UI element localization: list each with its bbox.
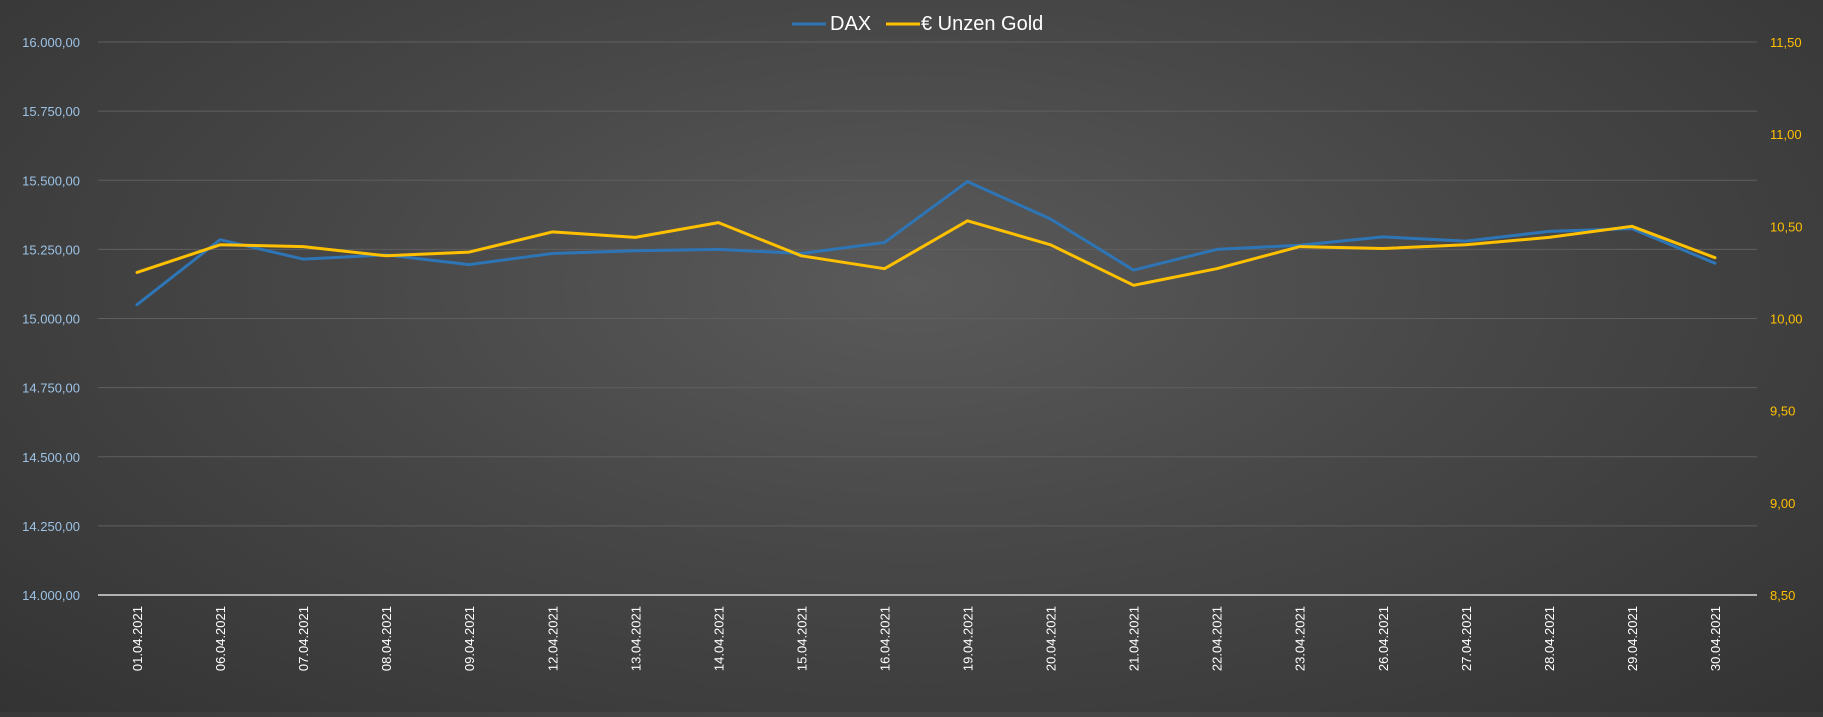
left-axis-tick-label: 14.000,00 bbox=[22, 588, 80, 603]
right-axis-tick-label: 9,00 bbox=[1770, 496, 1795, 511]
left-axis-tick-label: 15.000,00 bbox=[22, 312, 80, 327]
legend-label: DAX bbox=[830, 13, 871, 35]
left-axis-tick-label: 15.500,00 bbox=[22, 173, 80, 188]
legend-label: € Unzen Gold bbox=[921, 13, 1043, 35]
x-axis-category-label: 01.04.2021 bbox=[130, 606, 145, 671]
x-axis-category-label: 26.04.2021 bbox=[1376, 606, 1391, 671]
x-axis: 01.04.2021 06.04.2021 07.04.2021 08.04.2021… bbox=[130, 606, 1723, 671]
left-axis-tick-label: 15.750,00 bbox=[22, 104, 80, 119]
left-axis-tick-label: 15.250,00 bbox=[22, 242, 80, 257]
left-axis-tick-label: 14.500,00 bbox=[22, 450, 80, 465]
x-axis-category-label: 07.04.2021 bbox=[296, 606, 311, 671]
right-axis-tick-label: 10,00 bbox=[1770, 312, 1803, 327]
x-axis-category-label: 13.04.2021 bbox=[628, 606, 643, 671]
right-axis-tick-label: 11,00 bbox=[1770, 127, 1802, 142]
x-axis-category-label: 19.04.2021 bbox=[961, 606, 976, 671]
x-axis-category-label: 30.04.2021 bbox=[1708, 606, 1723, 671]
x-axis-category-label: 22.04.2021 bbox=[1210, 606, 1225, 671]
x-axis-category-label: 08.04.2021 bbox=[379, 606, 394, 671]
left-y-axis: 14.000,00 14.250,00 14.500,00 14.750,00 15.0… bbox=[22, 35, 80, 603]
right-axis-tick-label: 9,50 bbox=[1770, 404, 1795, 419]
series-lines bbox=[135, 180, 1717, 307]
x-axis-category-label: 20.04.2021 bbox=[1044, 606, 1059, 671]
left-axis-tick-label: 16.000,00 bbox=[22, 35, 80, 50]
x-axis-category-label: 21.04.2021 bbox=[1127, 606, 1142, 671]
series-line-gold bbox=[135, 219, 1717, 287]
left-axis-tick-label: 14.750,00 bbox=[22, 381, 80, 396]
x-axis-category-label: 06.04.2021 bbox=[213, 606, 228, 671]
right-axis-tick-label: 10,50 bbox=[1770, 219, 1803, 234]
x-axis-category-label: 23.04.2021 bbox=[1293, 606, 1308, 671]
right-axis-tick-label: 11,50 bbox=[1770, 35, 1802, 50]
right-y-axis: 8,50 9,00 9,50 10,00 10,50 11,00 11,50 bbox=[1770, 35, 1803, 603]
legend: DAX € Unzen Gold bbox=[792, 13, 1043, 35]
x-axis-category-label: 09.04.2021 bbox=[462, 606, 477, 671]
x-axis-category-label: 15.04.2021 bbox=[794, 606, 809, 671]
x-axis-category-label: 14.04.2021 bbox=[711, 606, 726, 671]
left-axis-tick-label: 14.250,00 bbox=[22, 519, 80, 534]
gridlines bbox=[98, 41, 1757, 596]
x-axis-category-label: 27.04.2021 bbox=[1459, 606, 1474, 671]
x-axis-category-label: 12.04.2021 bbox=[545, 606, 560, 671]
x-axis-category-label: 16.04.2021 bbox=[877, 606, 892, 671]
x-axis-category-label: 29.04.2021 bbox=[1625, 606, 1640, 671]
right-axis-tick-label: 8,50 bbox=[1770, 588, 1795, 603]
x-axis-category-label: 28.04.2021 bbox=[1542, 606, 1557, 671]
